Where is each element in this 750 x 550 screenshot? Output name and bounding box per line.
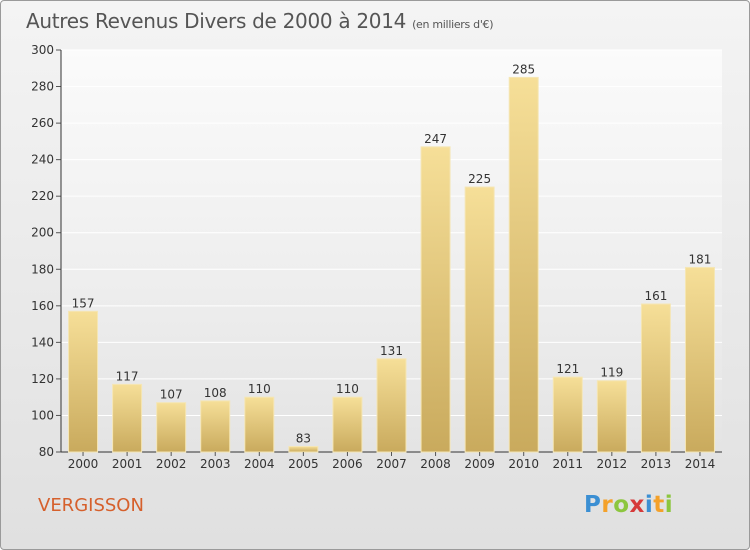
x-tick-label: 2006: [332, 457, 363, 471]
x-tick-label: 2011: [552, 457, 583, 471]
x-tick-label: 2005: [288, 457, 319, 471]
proxiti-logo: Proxiti: [584, 492, 674, 518]
x-tick-label: 2001: [112, 457, 143, 471]
bar: [68, 310, 99, 453]
y-tick-label: 160: [31, 299, 54, 313]
bar-value-label: 117: [116, 369, 139, 383]
x-tick-label: 2007: [376, 457, 407, 471]
y-tick-label: 220: [31, 189, 54, 203]
x-tick-label: 2008: [420, 457, 451, 471]
bar: [508, 76, 539, 453]
bar-value-label: 225: [468, 172, 491, 186]
bar: [332, 396, 363, 453]
y-tick-label: 240: [31, 153, 54, 167]
x-tick-label: 2012: [597, 457, 628, 471]
x-tick-label: 2010: [508, 457, 539, 471]
chart-title-text: Autres Revenus Divers de 2000 à 2014: [26, 9, 407, 33]
x-tick-label: 2000: [68, 457, 99, 471]
y-tick-label: 80: [39, 445, 54, 459]
bar: [112, 383, 143, 453]
x-tick-label: 2009: [464, 457, 495, 471]
y-tick-label: 260: [31, 116, 54, 130]
bar: [156, 402, 187, 453]
bar: [200, 400, 231, 453]
bar-value-label: 110: [336, 382, 359, 396]
bar-value-label: 161: [644, 289, 667, 303]
y-tick-label: 280: [31, 80, 54, 94]
bar-value-label: 285: [512, 62, 535, 76]
bar-value-label: 131: [380, 344, 403, 358]
x-tick-label: 2004: [244, 457, 275, 471]
chart-subtitle: (en milliers d'€): [412, 18, 494, 31]
bar: [640, 303, 671, 453]
y-tick-label: 200: [31, 226, 54, 240]
bar: [684, 266, 715, 453]
y-tick-label: 140: [31, 335, 54, 349]
bar-value-label: 181: [689, 252, 712, 266]
y-tick-label: 120: [31, 372, 54, 386]
bar-value-label: 119: [600, 366, 623, 380]
y-tick-label: 300: [31, 43, 54, 57]
bar-value-label: 157: [72, 296, 95, 310]
bar: [420, 146, 451, 453]
bar: [464, 186, 495, 453]
bar: [552, 376, 583, 453]
commune-name: VERGISSON: [38, 495, 144, 516]
bar: [244, 396, 275, 453]
x-tick-label: 2003: [200, 457, 231, 471]
bar: [376, 358, 407, 453]
bar-value-label: 121: [556, 362, 579, 376]
bar-value-label: 247: [424, 132, 447, 146]
bar-value-label: 83: [296, 432, 311, 446]
chart-title: Autres Revenus Divers de 2000 à 2014 (en …: [26, 9, 494, 33]
x-tick-label: 2013: [641, 457, 672, 471]
x-tick-label: 2002: [156, 457, 187, 471]
bar: [596, 380, 627, 453]
bar-value-label: 107: [160, 388, 183, 402]
x-tick-label: 2014: [685, 457, 716, 471]
bar: [288, 446, 319, 453]
y-tick-label: 180: [31, 262, 54, 276]
bar-value-label: 110: [248, 382, 271, 396]
bar-value-label: 108: [204, 386, 227, 400]
y-tick-label: 100: [31, 408, 54, 422]
